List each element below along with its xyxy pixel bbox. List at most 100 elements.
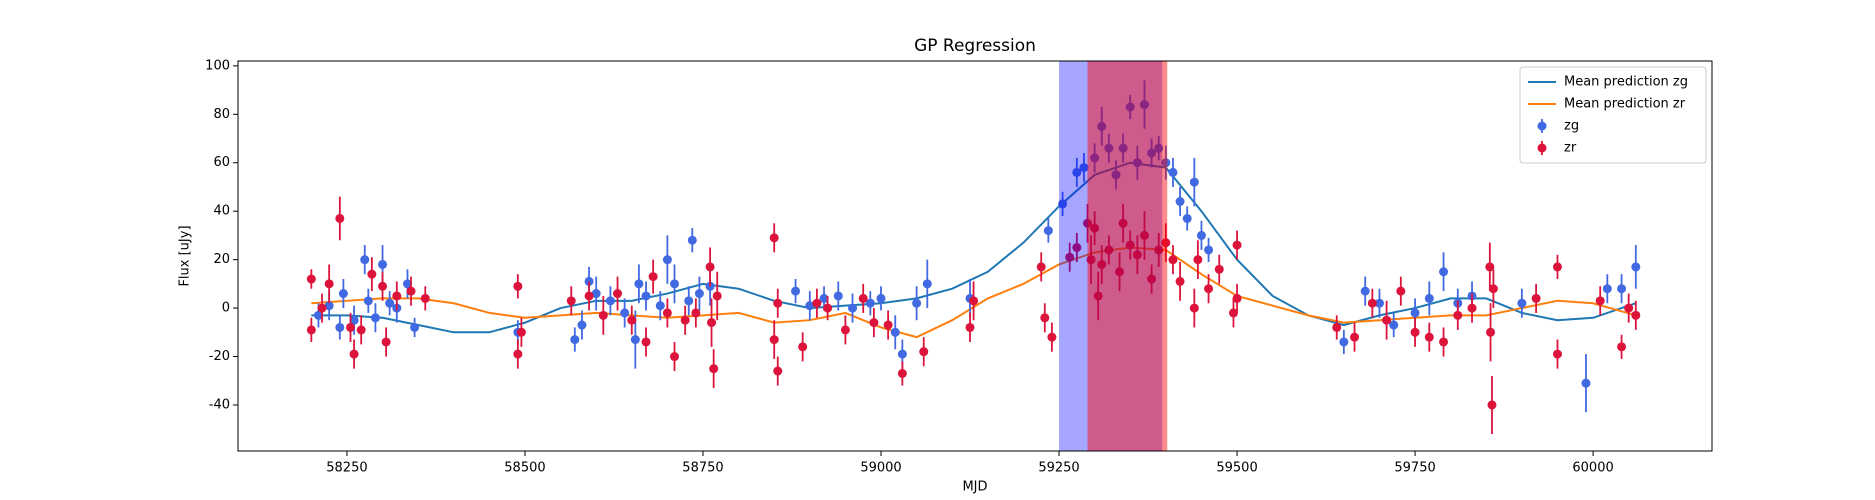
data-point [1552,349,1562,359]
data-point [306,274,316,284]
data-point [1486,327,1496,337]
data-point [634,279,644,289]
data-point [1111,170,1121,180]
data-point [1090,223,1100,233]
data-point [356,325,366,335]
data-point [335,213,345,223]
data-point [584,291,594,301]
data-point [1602,284,1612,294]
data-point [1332,322,1342,332]
data-point [1139,230,1149,240]
data-point [662,255,672,265]
data-point [1168,255,1178,265]
data-point [1424,332,1434,342]
data-point [1147,274,1157,284]
data-point [1139,100,1149,110]
data-point [712,291,722,301]
data-point [1617,342,1627,352]
data-point [965,322,975,332]
data-point [1189,177,1199,187]
data-point [840,325,850,335]
data-point [577,320,587,330]
data-point [392,291,402,301]
data-point [378,281,388,291]
data-point [769,335,779,345]
x-tick-label: 59000 [860,461,901,476]
data-point [1617,284,1627,294]
x-tick-label: 58500 [504,461,545,476]
data-point [1168,167,1178,177]
data-point [1193,255,1203,265]
plot-area [306,61,1641,451]
data-point [1097,259,1107,269]
data-point [1214,264,1224,274]
legend-marker [1537,121,1547,131]
data-point [1125,102,1135,112]
data-point [773,366,783,376]
data-point [805,301,815,311]
data-point [919,347,929,357]
data-point [1047,332,1057,342]
legend-label: Mean prediction zr [1564,97,1686,112]
y-tick-label: 60 [213,155,230,170]
data-point [1097,121,1107,131]
data-point [687,235,697,245]
data-point [1410,327,1420,337]
y-tick-label: 40 [213,204,230,219]
data-point [360,255,370,265]
data-point [363,296,373,306]
data-point [1104,143,1114,153]
data-point [1125,240,1135,250]
x-tick-label: 58750 [682,461,723,476]
data-point [823,303,833,313]
data-point [1086,255,1096,265]
data-point [1360,286,1370,296]
data-point [1040,313,1050,323]
data-point [1439,337,1449,347]
data-point [1488,284,1498,294]
data-point [324,301,334,311]
y-tick-label: 20 [213,252,230,267]
data-point [1382,315,1392,325]
data-point [620,308,630,318]
data-point [591,289,601,299]
data-point [1552,262,1562,272]
legend-box [1519,66,1707,164]
data-point [566,296,576,306]
data-point [833,291,843,301]
data-point [1115,267,1125,277]
data-point [1367,298,1377,308]
data-point [1389,320,1399,330]
data-point [890,327,900,337]
data-point [897,349,907,359]
data-point [324,279,334,289]
data-point [1531,293,1541,303]
chart-title: GP Regression [914,36,1036,56]
data-point [684,296,694,306]
y-tick-label: -40 [209,397,230,412]
data-point [680,315,690,325]
data-point [694,289,704,299]
data-point [848,303,858,313]
data-point [662,308,672,318]
data-point [691,308,701,318]
data-point [969,296,979,306]
data-point [1467,303,1477,313]
data-point [1631,310,1641,320]
data-point [858,293,868,303]
x-tick-label: 60000 [1572,461,1613,476]
data-point [670,352,680,362]
data-point [641,291,651,301]
data-point [707,318,717,328]
data-point [385,298,395,308]
legend-label: Mean prediction zg [1564,75,1688,90]
data-point [1581,378,1591,388]
data-point [1161,238,1171,248]
data-point [912,298,922,308]
data-point [570,335,580,345]
data-point [1182,213,1192,223]
data-point [1595,296,1605,306]
data-point [641,337,651,347]
data-point [798,342,808,352]
data-point [1104,245,1114,255]
